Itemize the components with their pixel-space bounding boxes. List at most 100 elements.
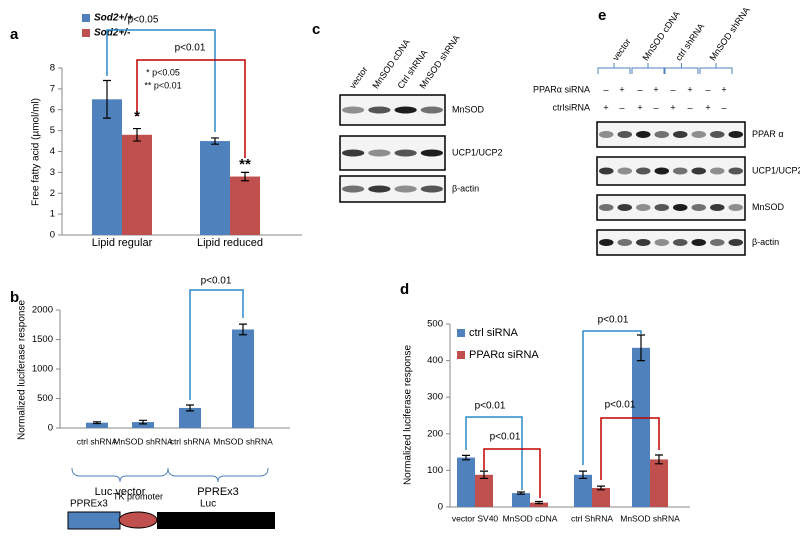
blot-band bbox=[617, 167, 632, 175]
x-tick-label: Lipid regular bbox=[92, 237, 153, 249]
error-bar bbox=[462, 454, 470, 461]
y-tick-label: 300 bbox=[427, 392, 443, 403]
condition-sign: + bbox=[721, 84, 726, 94]
blot-band bbox=[420, 149, 443, 157]
blot-band bbox=[673, 167, 688, 175]
condition-sign: – bbox=[705, 84, 710, 94]
error-bar bbox=[93, 421, 101, 425]
error-bar bbox=[597, 485, 605, 491]
y-tick-label: 0 bbox=[48, 423, 53, 434]
bar bbox=[92, 99, 122, 235]
y-tick-label: 5 bbox=[50, 125, 55, 136]
blot-band bbox=[394, 149, 417, 157]
significance-bracket bbox=[600, 417, 660, 480]
lane-label: MnSOD shRNA bbox=[417, 33, 461, 90]
blot-band bbox=[636, 167, 651, 175]
condition-sign: – bbox=[653, 102, 658, 112]
significance-bracket bbox=[465, 416, 523, 490]
significance-bracket bbox=[189, 289, 244, 400]
tk-promoter-shape bbox=[118, 511, 158, 529]
blot-band bbox=[599, 167, 614, 175]
significance-bracket bbox=[136, 59, 246, 158]
band-label: PPAR α bbox=[752, 129, 784, 139]
blot-band bbox=[394, 185, 417, 193]
blot-band bbox=[636, 131, 651, 138]
annotation: ** bbox=[239, 156, 251, 173]
x-tick-label: MnSOD shRNA bbox=[620, 513, 680, 523]
y-tick-label: 1000 bbox=[32, 364, 53, 375]
blot-band bbox=[368, 149, 391, 157]
blot-band bbox=[342, 106, 365, 114]
y-tick-label: 0 bbox=[50, 230, 55, 241]
blot-band bbox=[368, 185, 391, 193]
blot-band bbox=[636, 239, 651, 246]
annotation: * p<0.05 bbox=[146, 67, 180, 77]
y-tick-label: 6 bbox=[50, 104, 55, 115]
panel-label: e bbox=[598, 7, 606, 24]
condition-sign: + bbox=[637, 102, 642, 112]
annotation: ** p<0.01 bbox=[144, 80, 181, 90]
x-tick-label: MnSOD cDNA bbox=[503, 513, 558, 523]
bar bbox=[200, 141, 230, 235]
blot-band bbox=[342, 185, 365, 193]
significance-bracket bbox=[106, 29, 216, 132]
bar bbox=[512, 493, 530, 507]
band-label: MnSOD bbox=[752, 202, 785, 212]
blot-frame bbox=[596, 156, 746, 186]
legend-swatch bbox=[82, 29, 90, 37]
blot-band bbox=[654, 204, 669, 211]
blot-band bbox=[599, 239, 614, 246]
blot-band bbox=[710, 131, 725, 138]
blot-band bbox=[654, 239, 669, 246]
blot-band bbox=[617, 131, 632, 138]
y-tick-label: 100 bbox=[427, 465, 443, 476]
significance-bracket bbox=[582, 330, 642, 465]
blot-band bbox=[420, 185, 443, 193]
error-bar bbox=[241, 171, 249, 182]
blot-band bbox=[673, 131, 688, 138]
y-tick-label: 7 bbox=[50, 83, 55, 94]
blot-band bbox=[368, 106, 391, 114]
construct-label: Luc bbox=[200, 499, 216, 510]
luc-box bbox=[157, 512, 275, 529]
error-bar bbox=[517, 491, 525, 495]
bar bbox=[475, 474, 493, 507]
y-tick-label: 2 bbox=[50, 188, 55, 199]
condition-label: PPARα siRNA bbox=[533, 84, 590, 94]
error-bar bbox=[139, 419, 147, 425]
x-tick-label: MnSOD shRNA bbox=[213, 436, 273, 446]
blot-band bbox=[394, 106, 417, 114]
annotation: p<0.01 bbox=[598, 315, 629, 326]
y-tick-label: 1 bbox=[50, 209, 55, 220]
panel-label: b bbox=[10, 289, 19, 306]
y-tick-label: 1500 bbox=[32, 334, 53, 345]
annotation: p<0.05 bbox=[128, 15, 159, 26]
y-tick-label: 500 bbox=[37, 393, 53, 404]
condition-label: ctrlsiRNA bbox=[553, 102, 591, 112]
x-tick-label: MnSOD shRNA bbox=[113, 436, 173, 446]
bar bbox=[574, 474, 592, 507]
lane-brace bbox=[664, 63, 699, 74]
blot-band bbox=[710, 204, 725, 211]
bar bbox=[650, 459, 668, 507]
condition-sign: + bbox=[705, 102, 710, 112]
error-bar bbox=[239, 323, 247, 336]
legend-swatch bbox=[82, 14, 90, 22]
y-tick-label: 500 bbox=[427, 319, 443, 330]
blot-band bbox=[728, 167, 743, 175]
blot-band bbox=[420, 106, 443, 114]
legend-swatch bbox=[457, 329, 465, 337]
blot-band bbox=[673, 239, 688, 246]
band-label: UCP1/UCP2 bbox=[752, 165, 800, 175]
error-bar bbox=[103, 79, 111, 119]
y-tick-label: 4 bbox=[50, 146, 55, 157]
y-tick-label: 0 bbox=[438, 502, 443, 513]
bar bbox=[632, 347, 650, 507]
y-axis-label: Normalized luciferase response bbox=[403, 345, 414, 486]
bar bbox=[592, 487, 610, 507]
x-tick-label: ctrl shRNA bbox=[170, 436, 211, 446]
panel-label: c bbox=[312, 21, 320, 38]
legend-swatch bbox=[457, 351, 465, 359]
error-bar bbox=[535, 500, 543, 505]
